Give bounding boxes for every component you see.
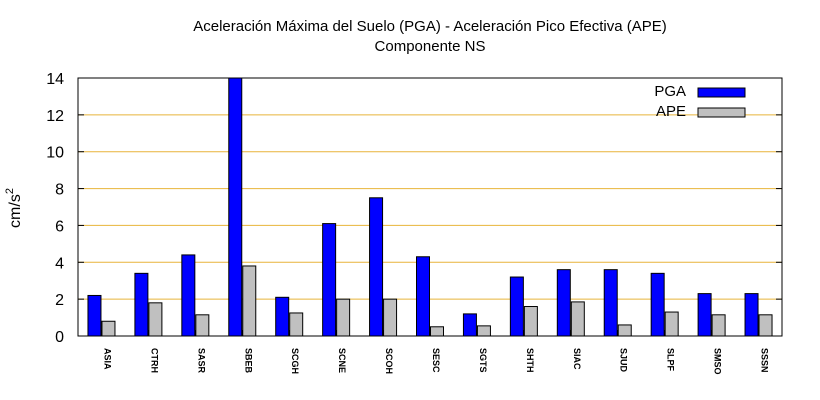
legend-swatch — [697, 107, 746, 118]
bar-pga — [509, 276, 524, 337]
axes — [77, 77, 783, 337]
bar-pga — [275, 296, 290, 337]
bar-ape — [101, 320, 116, 337]
x-tick-label: SESC — [431, 348, 441, 373]
bar-pga — [228, 77, 243, 337]
bar-pga — [87, 294, 102, 337]
legend-label: PGA — [654, 83, 686, 100]
x-tick-label: SJUD — [619, 348, 629, 373]
bar-ape — [195, 314, 210, 337]
x-tick-label: SHTH — [525, 348, 535, 373]
x-tick-label: SLPF — [666, 348, 676, 372]
x-tick-label: SCNE — [337, 348, 347, 373]
bar-ape — [242, 265, 257, 337]
bar-ape — [664, 311, 679, 337]
bar-pga — [462, 313, 477, 337]
y-axis-title: cm/s2 — [4, 188, 24, 228]
bar-ape — [430, 326, 444, 337]
y-tick-labels: 0 2 4 6 8 10 12 14 — [46, 71, 64, 346]
y-tick-label: 10 — [46, 145, 64, 162]
bar-pga — [603, 269, 618, 337]
y-tick-label: 14 — [46, 71, 64, 88]
bar-ape — [617, 324, 632, 337]
x-tick-label: SSSN — [760, 348, 770, 373]
x-tick-label: SCOH — [384, 348, 394, 374]
bar-pga — [134, 272, 149, 337]
chart-subtitle: Componente NS — [375, 38, 486, 55]
bar-pga — [322, 223, 337, 337]
x-tick-label: SIAC — [572, 348, 582, 370]
legend-label: APE — [656, 103, 686, 120]
legend-swatch — [697, 87, 746, 98]
bar-pga — [744, 293, 759, 337]
x-tick-label: SMSO — [713, 348, 723, 375]
y-tick-label: 6 — [55, 218, 64, 235]
bar-ape — [758, 314, 773, 337]
bar-ape — [476, 325, 491, 337]
bar-pga — [556, 269, 571, 337]
plot-frame — [77, 77, 783, 337]
x-tick-label: CTRH — [149, 348, 159, 373]
bar-pga — [369, 197, 384, 337]
bar-pga — [181, 254, 196, 337]
y-tick-label: 0 — [55, 329, 64, 346]
x-tick-label: SGTS — [478, 348, 488, 373]
x-tick-label: ASIA — [102, 348, 112, 370]
bar-ape — [148, 302, 163, 337]
bar-ape — [336, 298, 351, 337]
bar-pga — [650, 272, 665, 337]
y-tick-label: 12 — [46, 108, 64, 125]
x-tick-label: SASR — [196, 348, 206, 374]
bar-ape — [570, 301, 585, 337]
chart-title: Aceleración Máxima del Suelo (PGA) - Ace… — [193, 18, 667, 35]
bar-ape — [383, 298, 398, 337]
bar-pga — [697, 293, 712, 337]
bar-ape — [711, 314, 726, 337]
x-tick-label: SCGH — [290, 348, 300, 374]
bar-ape — [523, 306, 538, 337]
bar-pga — [416, 256, 430, 337]
svg-text:cm/s2: cm/s2 — [4, 188, 24, 228]
bar-ape — [289, 312, 304, 337]
x-tick-label: SBEB — [243, 348, 253, 374]
y-axis-label: cm/s — [7, 194, 24, 228]
y-axis-label-superscript: 2 — [4, 188, 16, 194]
y-tick-label: 2 — [55, 292, 64, 309]
bars — [87, 77, 773, 337]
y-tick-label: 4 — [55, 255, 64, 272]
y-tick-label: 8 — [55, 182, 64, 199]
legend: PGA APE — [654, 83, 746, 120]
x-tick-labels: ASIA CTRH SASR SBEB SCGH SCNE SCOH SESC SGTS SHTH… — [102, 348, 769, 375]
